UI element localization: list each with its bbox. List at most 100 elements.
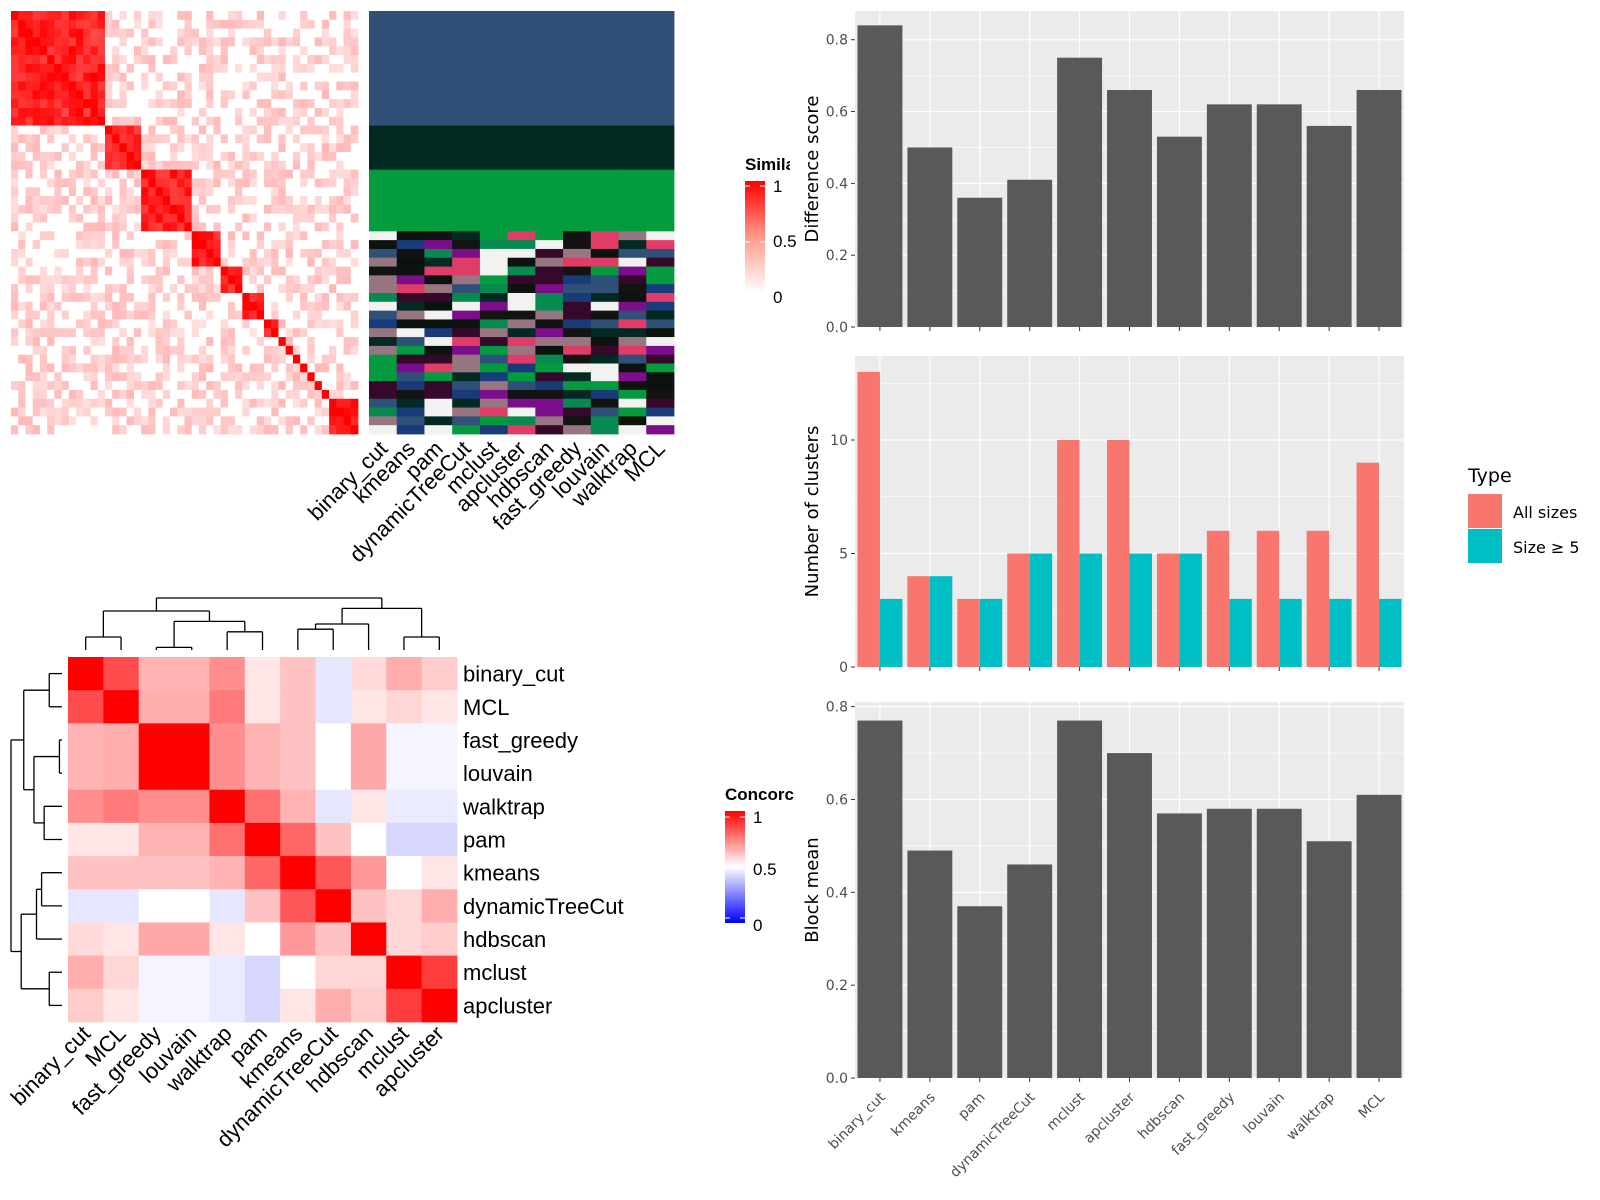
similarity-cell	[104, 204, 113, 215]
similarity-cell	[68, 28, 77, 38]
similarity-cell	[206, 372, 214, 382]
cluster-assignment-cell	[452, 345, 481, 356]
similarity-cell	[242, 107, 250, 118]
similarity-cell	[213, 125, 222, 135]
bar-pam-all-sizes	[957, 598, 980, 667]
similarity-cell	[32, 337, 41, 347]
similarity-cell	[350, 248, 359, 259]
similarity-cell	[170, 90, 178, 100]
cluster-assignment-cell	[646, 372, 675, 382]
similarity-cell	[112, 284, 120, 294]
cluster-assignment-cell	[646, 196, 675, 206]
similarity-cell	[126, 134, 135, 144]
similarity-cell	[112, 37, 120, 47]
cluster-assignment-cell	[396, 46, 425, 56]
similarity-cell	[39, 328, 48, 338]
similarity-cell	[68, 107, 77, 118]
concordance-cell	[350, 690, 387, 724]
similarity-cell	[126, 187, 135, 197]
similarity-cell	[314, 134, 323, 144]
similarity-cell	[170, 248, 178, 259]
similarity-cell	[198, 310, 207, 320]
concordance-legend-title: Concorc	[725, 785, 794, 804]
cluster-assignment-cell	[646, 398, 675, 408]
similarity-cell	[184, 63, 193, 74]
similarity-cell	[47, 363, 55, 373]
cluster-assignment-cell	[396, 345, 425, 356]
similarity-cell	[343, 301, 352, 312]
concordance-cell	[209, 723, 246, 757]
similarity-cell	[292, 337, 301, 347]
similarity-cell	[61, 178, 70, 188]
cluster-assignment-cell	[369, 99, 398, 109]
similarity-cell	[343, 90, 352, 100]
similarity-cell	[97, 11, 106, 21]
cluster-assignment-cell	[563, 37, 592, 47]
similarity-cell	[119, 389, 128, 400]
similarity-cell	[18, 407, 26, 417]
similarity-cell	[336, 169, 344, 179]
similarity-cell	[184, 90, 193, 100]
similarity-cell	[104, 363, 113, 373]
similarity-cell	[321, 222, 330, 232]
similarity-cell	[235, 28, 243, 38]
similarity-cell	[112, 116, 120, 126]
similarity-cell	[206, 328, 214, 338]
similarity-cell	[184, 55, 193, 65]
similarity-cell	[307, 134, 316, 144]
concordance-row-label-walktrap: walktrap	[462, 794, 545, 819]
similarity-cell	[220, 372, 229, 382]
cluster-assignment-cell	[479, 204, 509, 215]
similarity-cell	[97, 90, 106, 100]
similarity-cell	[141, 169, 149, 179]
similarity-cell	[11, 55, 19, 65]
concordance-row-label-binary_cut: binary_cut	[463, 662, 565, 687]
similarity-cell	[213, 37, 222, 47]
cluster-assignment-cell	[646, 354, 675, 364]
similarity-cell	[54, 407, 63, 417]
similarity-cell	[191, 345, 200, 356]
concordance-cell	[315, 756, 352, 791]
similarity-cell	[162, 55, 171, 65]
similarity-cell	[242, 213, 250, 223]
similarity-cell	[242, 319, 250, 329]
similarity-cell	[271, 152, 279, 162]
similarity-cell	[350, 37, 359, 47]
similarity-cell	[285, 222, 294, 232]
cluster-assignment-cell	[452, 222, 481, 232]
similarity-cell	[220, 310, 229, 320]
similarity-cell	[61, 169, 70, 179]
concordance-cell	[138, 988, 175, 1023]
similarity-cell	[278, 337, 287, 347]
similarity-cell	[112, 63, 120, 74]
similarity-cell	[76, 134, 84, 144]
cluster-assignment-cell	[563, 310, 592, 320]
similarity-cell	[206, 257, 214, 267]
cluster-assignment-cell	[452, 46, 481, 56]
similarity-cell	[249, 160, 258, 171]
similarity-cell	[61, 187, 70, 197]
similarity-cell	[271, 354, 279, 364]
similarity-cell	[198, 196, 207, 206]
cluster-assignment-cell	[618, 222, 647, 232]
cluster-assignment-cell	[535, 116, 564, 126]
similarity-cell	[213, 63, 222, 74]
similarity-cell	[191, 240, 200, 250]
similarity-cell	[206, 275, 214, 285]
similarity-cell	[191, 169, 200, 179]
similarity-cell	[220, 416, 229, 426]
cluster-assignment-cell	[590, 46, 619, 56]
similarity-cell	[292, 196, 301, 206]
similarity-cell	[104, 240, 113, 250]
bar-apcluster-all-sizes	[1107, 439, 1130, 667]
similarity-cell	[177, 11, 185, 21]
similarity-cell	[336, 284, 344, 294]
similarity-cell	[278, 257, 287, 267]
similarity-cell	[336, 425, 344, 435]
concordance-cell	[244, 789, 281, 824]
concordance-cell	[244, 988, 281, 1023]
concordance-legend: Concorc 1 0.5 0	[725, 785, 794, 935]
similarity-cell	[141, 187, 149, 197]
